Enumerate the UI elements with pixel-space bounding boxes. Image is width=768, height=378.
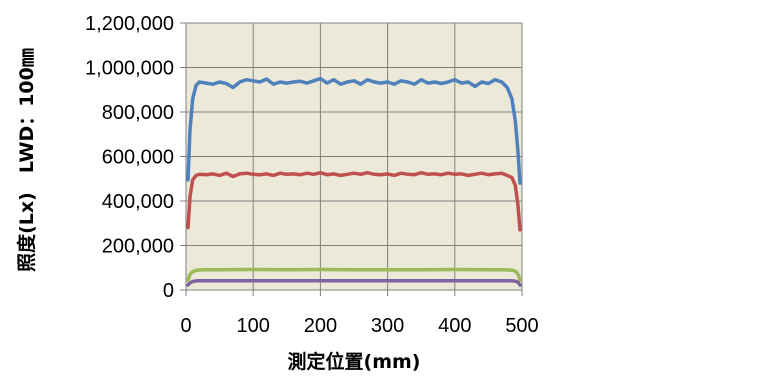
- y-tick-label: 200,000: [102, 236, 174, 258]
- y-tick-label: 600,000: [102, 147, 174, 169]
- x-tick-label: 500: [505, 315, 538, 337]
- x-tick-label: 0: [180, 315, 191, 337]
- y-tick-label: 800,000: [102, 102, 174, 124]
- y-axis-title: 照度(Lx) LWD：100㎜: [15, 48, 38, 272]
- x-tick-label: 100: [237, 315, 270, 337]
- y-tick-label: 400,000: [102, 191, 174, 213]
- y-tick-label: 1,000,000: [85, 58, 174, 80]
- x-axis-title: 測定位置(mm): [288, 350, 421, 373]
- series-line-3: [186, 267, 522, 282]
- series-lines: [186, 76, 522, 287]
- axes: [180, 22, 523, 296]
- y-tick-label: 0: [163, 280, 174, 302]
- y-tick-labels: 0 200,000 400,000 600,000 800,000 1,000,000 1,…: [85, 13, 174, 302]
- series-line-4: [186, 278, 522, 287]
- series-line-2: [186, 170, 522, 232]
- y-tick-label: 1,200,000: [85, 13, 174, 35]
- x-tick-labels: 0 100 200 300 400 500: [180, 315, 538, 337]
- series-line-1: [186, 76, 522, 185]
- x-tick-label: 400: [438, 315, 471, 337]
- x-tick-label: 200: [304, 315, 337, 337]
- gridlines: [186, 22, 523, 290]
- x-tick-label: 300: [371, 315, 404, 337]
